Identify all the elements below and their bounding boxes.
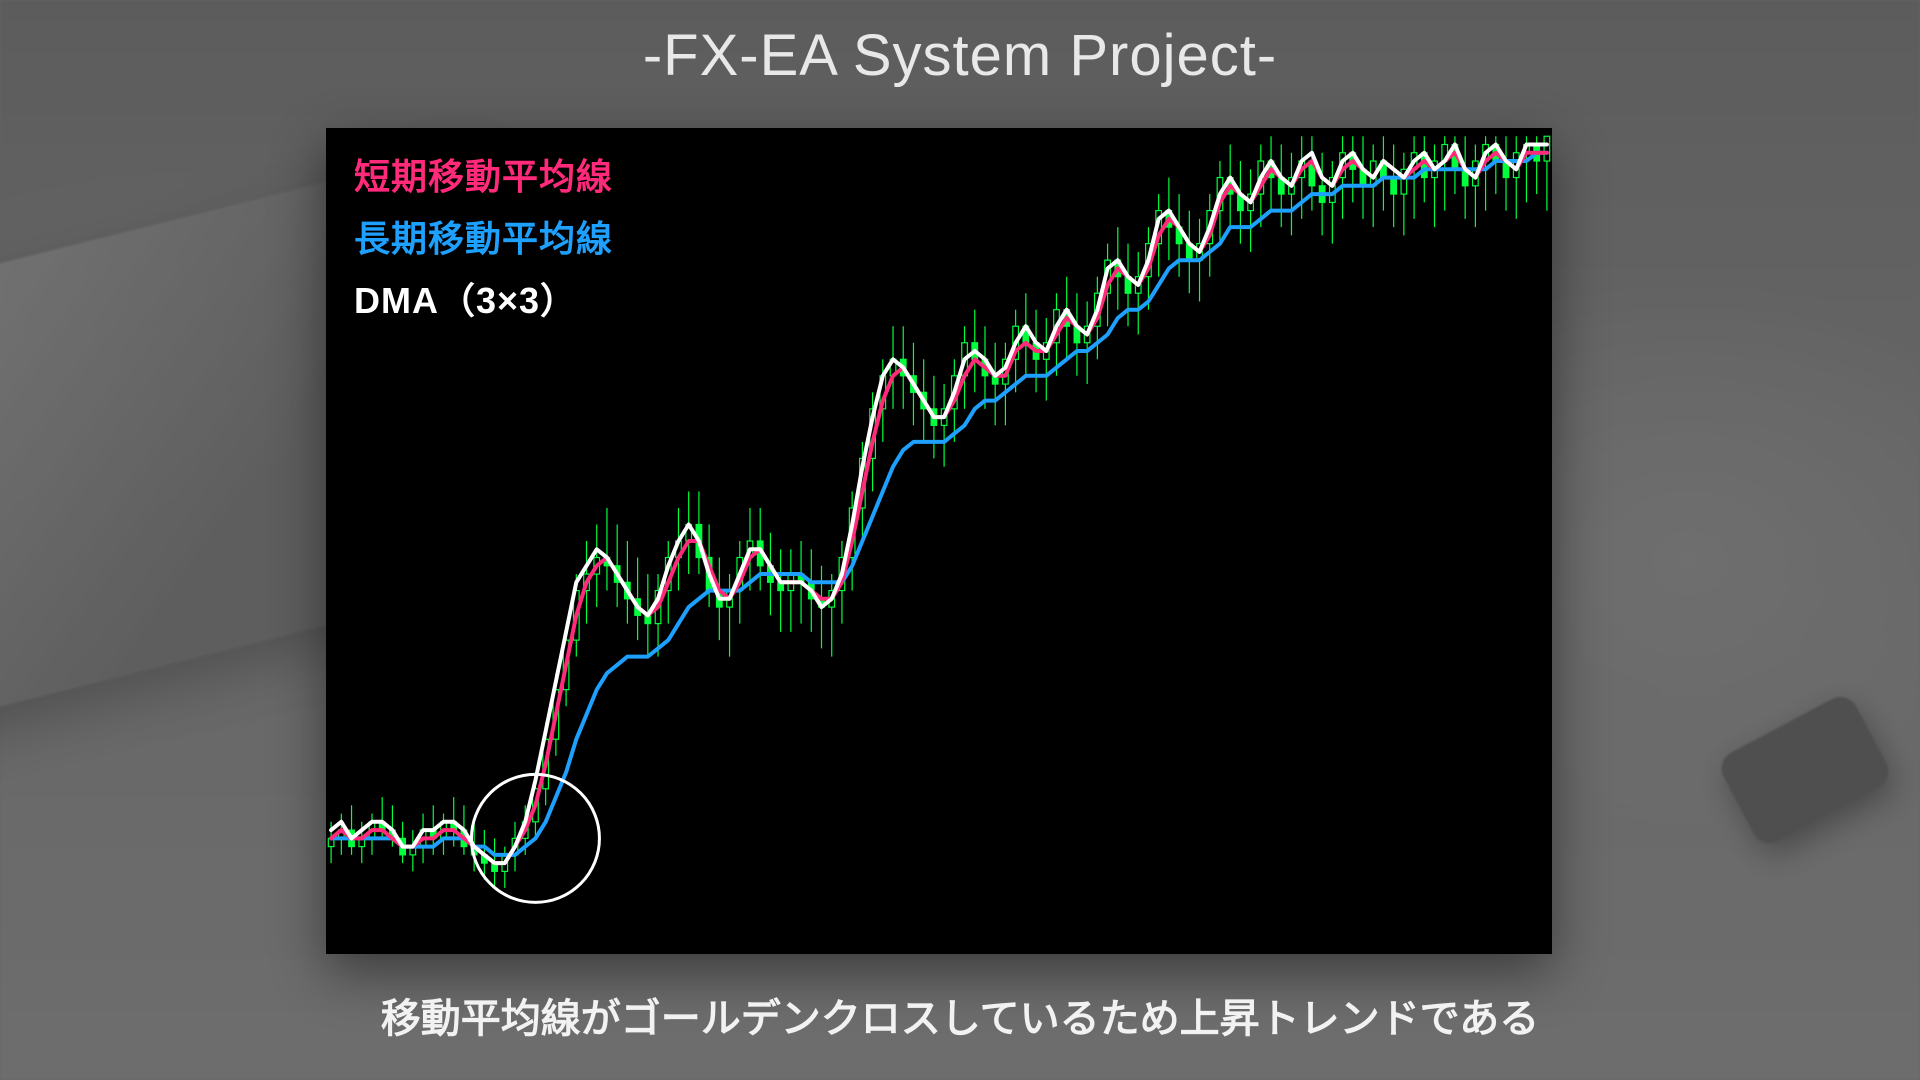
chart-caption: 移動平均線がゴールデンクロスしているため上昇トレンドである — [0, 986, 1920, 1044]
legend-item-short_ma: 短期移動平均線 — [354, 148, 613, 200]
candlestick-chart: 短期移動平均線長期移動平均線 DMA（3×3） — [326, 128, 1552, 954]
legend-item-dma: DMA（3×3） — [354, 272, 613, 324]
chart-legend: 短期移動平均線長期移動平均線 DMA（3×3） — [354, 148, 613, 324]
legend-item-long_ma: 長期移動平均線 — [354, 210, 613, 262]
page-title: -FX-EA System Project- — [0, 22, 1920, 89]
